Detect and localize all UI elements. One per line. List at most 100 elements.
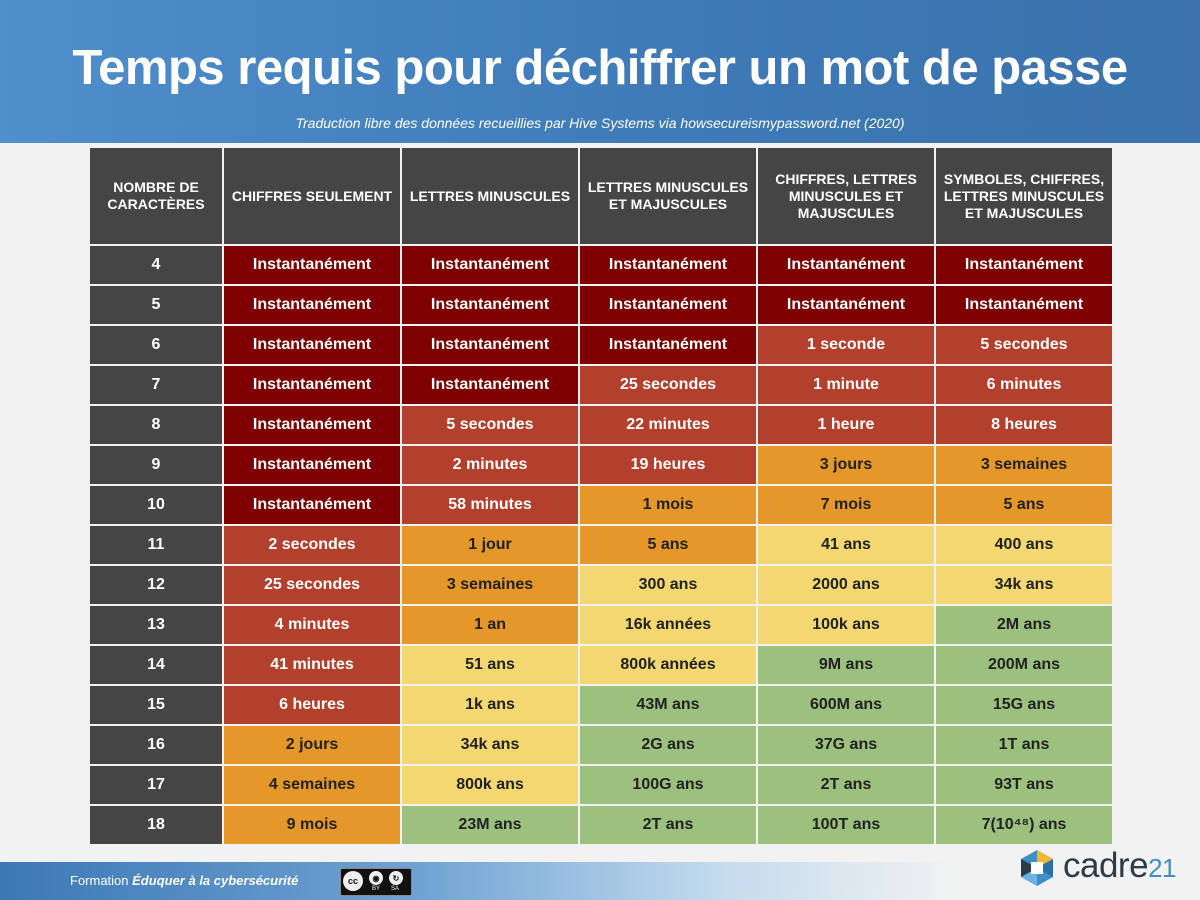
crack-time-cell: 7(10⁴⁸) ans xyxy=(936,806,1112,844)
crack-time-cell: 1 mois xyxy=(580,486,756,524)
crack-time-cell: 400 ans xyxy=(936,526,1112,564)
crack-time-cell: 15G ans xyxy=(936,686,1112,724)
crack-time-cell: 5 ans xyxy=(580,526,756,564)
hexagon-logo-icon xyxy=(1021,850,1053,886)
crack-time-cell: 25 secondes xyxy=(580,366,756,404)
crack-time-cell: 2G ans xyxy=(580,726,756,764)
crack-time-cell: Instantanément xyxy=(224,286,400,324)
crack-time-cell: 1T ans xyxy=(936,726,1112,764)
crack-time-cell: Instantanément xyxy=(758,246,934,284)
crack-time-cell: 3 jours xyxy=(758,446,934,484)
column-header-mixed-case: LETTRES MINUSCULES ET MAJUSCULES xyxy=(580,148,756,244)
crack-time-cell: 41 minutes xyxy=(224,646,400,684)
crack-time-cell: 93T ans xyxy=(936,766,1112,804)
crack-time-cell: 5 secondes xyxy=(936,326,1112,364)
row-length-label: 15 xyxy=(90,686,222,724)
cc-icon: cc xyxy=(343,871,363,891)
crack-time-cell: 2000 ans xyxy=(758,566,934,604)
creative-commons-badge: cc ◉ ↻ BY SA xyxy=(340,868,412,896)
crack-time-cell: 800k ans xyxy=(402,766,578,804)
crack-time-cell: 2 secondes xyxy=(224,526,400,564)
crack-time-cell: 34k ans xyxy=(402,726,578,764)
crack-time-cell: 16k années xyxy=(580,606,756,644)
page-subtitle: Traduction libre des données recueillies… xyxy=(295,115,905,131)
crack-time-cell: 7 mois xyxy=(758,486,934,524)
crack-time-cell: 2T ans xyxy=(580,806,756,844)
column-header-digits: CHIFFRES SEULEMENT xyxy=(224,148,400,244)
crack-time-cell: 58 minutes xyxy=(402,486,578,524)
crack-time-cell: 22 minutes xyxy=(580,406,756,444)
logo-word: cadre xyxy=(1063,846,1149,885)
row-length-label: 8 xyxy=(90,406,222,444)
crack-time-cell: 600M ans xyxy=(758,686,934,724)
crack-time-cell: Instantanément xyxy=(224,486,400,524)
logo-number: 21 xyxy=(1148,853,1176,883)
crack-time-cell: Instantanément xyxy=(758,286,934,324)
row-length-label: 17 xyxy=(90,766,222,804)
crack-time-cell: Instantanément xyxy=(224,366,400,404)
row-length-label: 4 xyxy=(90,246,222,284)
crack-time-cell: 41 ans xyxy=(758,526,934,564)
crack-time-cell: Instantanément xyxy=(402,326,578,364)
column-header-length: NOMBRE DE CARACTÈRES xyxy=(90,148,222,244)
crack-time-cell: 2M ans xyxy=(936,606,1112,644)
footer-bar: Formation Éduquer à la cybersécurité cc … xyxy=(0,862,1200,900)
crack-time-cell: 51 ans xyxy=(402,646,578,684)
logo-wordmark: cadre21 xyxy=(1063,846,1176,886)
crack-time-cell: Instantanément xyxy=(936,286,1112,324)
row-length-label: 13 xyxy=(90,606,222,644)
crack-time-cell: Instantanément xyxy=(936,246,1112,284)
crack-time-cell: 6 heures xyxy=(224,686,400,724)
crack-time-cell: 4 minutes xyxy=(224,606,400,644)
crack-time-cell: 5 secondes xyxy=(402,406,578,444)
cc-by-label: BY xyxy=(372,886,381,892)
crack-time-cell: 3 semaines xyxy=(936,446,1112,484)
row-length-label: 7 xyxy=(90,366,222,404)
crack-time-cell: 4 semaines xyxy=(224,766,400,804)
column-header-digits-mixed-case: CHIFFRES, LETTRES MINUSCULES ET MAJUSCUL… xyxy=(758,148,934,244)
crack-time-cell: Instantanément xyxy=(580,286,756,324)
crack-time-cell: 2 minutes xyxy=(402,446,578,484)
crack-time-cell: 1 heure xyxy=(758,406,934,444)
crack-time-cell: 23M ans xyxy=(402,806,578,844)
crack-time-cell: 3 semaines xyxy=(402,566,578,604)
crack-time-cell: 300 ans xyxy=(580,566,756,604)
row-length-label: 12 xyxy=(90,566,222,604)
row-length-label: 18 xyxy=(90,806,222,844)
crack-time-cell: 25 secondes xyxy=(224,566,400,604)
crack-time-cell: 1k ans xyxy=(402,686,578,724)
crack-time-cell: 200M ans xyxy=(936,646,1112,684)
row-length-label: 6 xyxy=(90,326,222,364)
crack-time-cell: 1 an xyxy=(402,606,578,644)
crack-time-cell: Instantanément xyxy=(402,286,578,324)
title-banner: Temps requis pour déchiffrer un mot de p… xyxy=(0,0,1200,143)
crack-time-cell: 1 seconde xyxy=(758,326,934,364)
crack-time-cell: 1 minute xyxy=(758,366,934,404)
column-header-lowercase: LETTRES MINUSCULES xyxy=(402,148,578,244)
cadre21-logo: cadre21 xyxy=(1015,846,1195,888)
crack-time-cell: 34k ans xyxy=(936,566,1112,604)
crack-time-cell: 2T ans xyxy=(758,766,934,804)
crack-time-cell: 2 jours xyxy=(224,726,400,764)
attribution-icon: ◉ xyxy=(369,871,383,885)
column-header-symbols-digits-mixed-case: SYMBOLES, CHIFFRES, LETTRES MINUSCULES E… xyxy=(936,148,1112,244)
crack-time-cell: 100T ans xyxy=(758,806,934,844)
crack-time-cell: Instantanément xyxy=(402,246,578,284)
crack-time-cell: Instantanément xyxy=(224,326,400,364)
crack-time-cell: Instantanément xyxy=(224,446,400,484)
crack-time-cell: 43M ans xyxy=(580,686,756,724)
cc-sa-label: SA xyxy=(391,886,400,892)
crack-time-cell: 9M ans xyxy=(758,646,934,684)
row-length-label: 11 xyxy=(90,526,222,564)
crack-time-cell: 5 ans xyxy=(936,486,1112,524)
crack-time-cell: 19 heures xyxy=(580,446,756,484)
footer-prefix: Formation xyxy=(70,873,133,888)
row-length-label: 16 xyxy=(90,726,222,764)
page-title: Temps requis pour déchiffrer un mot de p… xyxy=(72,41,1128,95)
crack-time-cell: Instantanément xyxy=(224,246,400,284)
crack-time-cell: 1 jour xyxy=(402,526,578,564)
row-length-label: 10 xyxy=(90,486,222,524)
row-length-label: 14 xyxy=(90,646,222,684)
crack-time-cell: Instantanément xyxy=(580,326,756,364)
crack-time-cell: 6 minutes xyxy=(936,366,1112,404)
